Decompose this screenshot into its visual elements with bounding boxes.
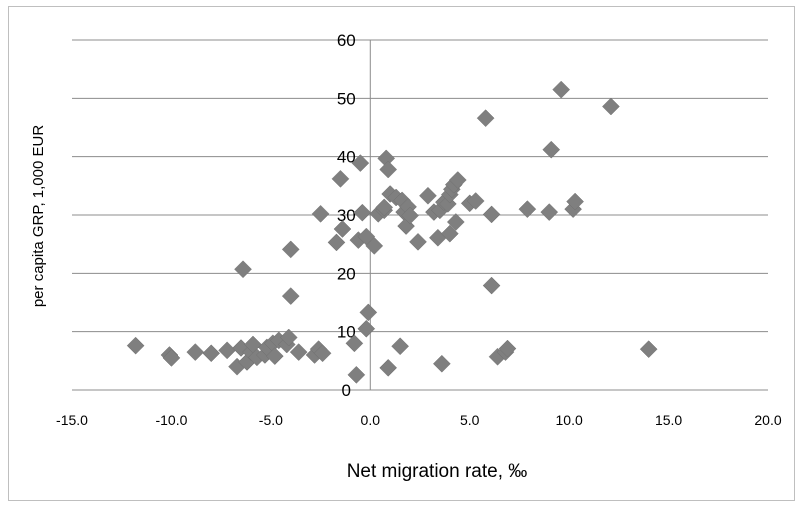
data-point-21 [281,240,300,259]
data-point-19 [279,328,298,347]
data-point-74 [498,339,517,358]
data-point-33 [351,154,370,172]
data-point-26 [313,344,332,363]
y-axis-title: per capita GRP, 1,000 EUR [30,125,47,307]
data-point-27 [327,233,346,252]
x-tick-label--10.0: -10.0 [155,412,187,428]
data-point-77 [542,140,561,159]
y-tick-label-10: 10 [337,323,356,342]
data-point-30 [345,334,364,353]
y-tick-label-50: 50 [337,89,356,108]
data-point-82 [639,340,658,359]
chart-frame [8,6,795,501]
x-tick-label--5.0: -5.0 [259,412,283,428]
data-point-5 [218,341,236,360]
data-point-76 [540,203,559,221]
data-point-52 [401,206,419,225]
x-tick-label-5.0: 5.0 [460,412,480,428]
data-point-29 [333,220,352,238]
data-point-80 [566,192,584,211]
data-point-2 [162,349,181,367]
data-point-71 [482,205,501,224]
data-point-22 [289,343,308,361]
data-point-43 [379,358,398,377]
data-point-41 [375,198,394,217]
data-point-37 [357,319,376,338]
data-point-20 [281,287,300,305]
data-point-31 [347,365,366,384]
data-point-66 [448,171,467,189]
y-tick-label-30: 30 [337,206,356,225]
y-tick-label-0: 0 [342,381,351,400]
data-point-58 [433,354,451,373]
y-tick-label-20: 20 [337,264,356,283]
data-point-65 [446,213,465,231]
data-point-4 [202,344,221,363]
data-point-70 [482,276,501,295]
data-point-36 [359,303,378,322]
data-point-47 [391,337,409,356]
y-tick-label-60: 60 [337,31,356,50]
data-point-16 [265,347,284,366]
x-tick-label-20.0: 20.0 [754,412,781,428]
data-point-8 [234,260,252,279]
data-point-0 [126,336,145,355]
data-point-44 [379,160,398,179]
data-point-38 [365,237,384,255]
data-point-78 [552,80,571,99]
data-point-25 [311,204,330,223]
data-point-62 [440,224,459,243]
x-tick-label-15.0: 15.0 [655,412,682,428]
data-point-28 [331,169,350,188]
x-tick-label--15.0: -15.0 [56,412,88,428]
data-point-53 [409,232,427,251]
y-tick-labels: 0 10 20 30 40 50 60 [337,31,356,400]
x-tick-label-0.0: 0.0 [361,412,381,428]
data-point-54 [419,186,437,205]
data-point-3 [186,343,205,361]
gridlines [72,39,768,333]
data-point-68 [466,192,485,210]
x-tick-label-10.0: 10.0 [556,412,583,428]
y-tick-label-40: 40 [337,148,356,167]
data-point-75 [518,200,537,219]
data-point-81 [602,97,620,116]
data-point-69 [476,109,495,128]
x-tick-labels: -15.0 -10.0 -5.0 0.0 5.0 10.0 15.0 20.0 [56,412,782,428]
x-axis-title: Net migration rate, ‰ [347,461,528,482]
data-points [126,80,658,384]
data-point-34 [353,203,372,222]
